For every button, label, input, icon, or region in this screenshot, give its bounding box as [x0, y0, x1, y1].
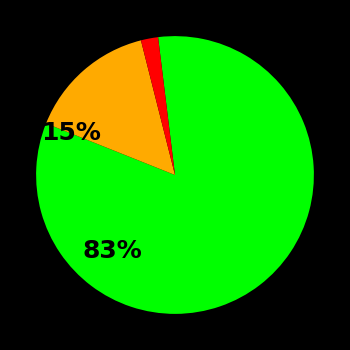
Wedge shape [141, 37, 175, 175]
Wedge shape [36, 36, 314, 314]
Text: 83%: 83% [83, 239, 142, 264]
Text: 15%: 15% [41, 121, 101, 145]
Wedge shape [46, 40, 175, 175]
